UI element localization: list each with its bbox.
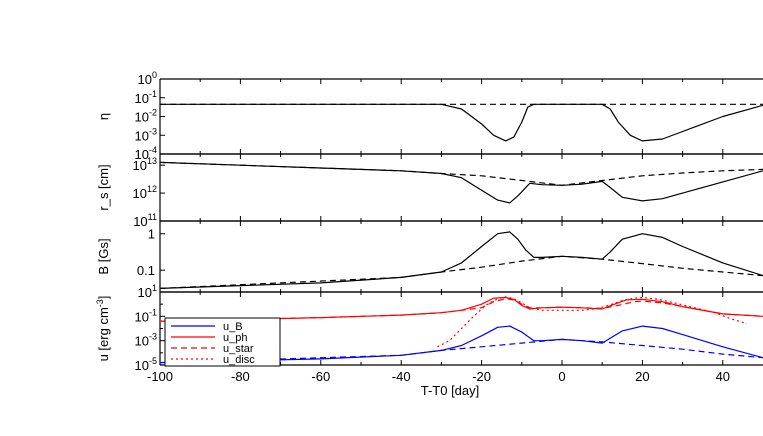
y-axis-title-rs: r_s [cm] (96, 164, 111, 210)
panel-B (159, 220, 763, 293)
x-tick-label: -100 (147, 369, 173, 384)
legend-label: u_ph (223, 332, 247, 344)
x-tick-label: -20 (472, 369, 491, 384)
x-tick-label: 0 (558, 369, 565, 384)
y-tick-label-u: 10-3 (135, 332, 157, 349)
series-line-rs-0 (159, 161, 763, 204)
y-tick-label-B: 1 (148, 227, 155, 242)
y-axis-title-eta: η (96, 113, 111, 120)
legend-label: u_disc (223, 354, 255, 366)
series-line-eta-0 (160, 103, 763, 142)
y-axis-title-B: B [Gs] (96, 238, 111, 274)
y-tick-label-eta: 10-1 (135, 89, 157, 106)
y-tick-label-rs: 1012 (133, 184, 157, 201)
legend-label: u_star (223, 343, 254, 355)
legend-label: u_B (223, 321, 243, 333)
x-tick-label: -80 (231, 369, 250, 384)
y-tick-label-u: 10-5 (135, 356, 157, 373)
x-tick-label: -60 (311, 369, 330, 384)
y-tick-label-eta: 10-4 (135, 145, 157, 162)
panel-eta (159, 78, 763, 155)
x-tick-label: -40 (392, 369, 411, 384)
series-line-u-4 (437, 296, 748, 348)
series-line-u-1 (159, 338, 763, 364)
panel-rs (159, 153, 763, 222)
x-tick-label: 40 (716, 369, 730, 384)
y-tick-label-u: 101 (138, 283, 157, 300)
y-tick-label-B: 0.1 (137, 263, 155, 278)
series-line-B-1 (159, 255, 763, 289)
y-tick-label-rs: 1013 (133, 156, 157, 173)
x-tick-label: 20 (635, 369, 649, 384)
y-tick-label-eta: 10-2 (135, 108, 157, 125)
y-axis-title-u: u [erg cm-3] (95, 296, 111, 362)
series-line-u-3 (159, 298, 763, 322)
y-tick-label-rs: 1011 (133, 212, 157, 229)
series-line-B-0 (159, 231, 763, 289)
y-tick-label-eta: 10-3 (135, 126, 157, 143)
y-tick-label-eta: 100 (138, 70, 157, 87)
x-axis-title: T-T0 [day] (421, 383, 480, 398)
y-tick-label-u: 10-1 (135, 307, 157, 324)
series-line-rs-1 (159, 161, 763, 186)
